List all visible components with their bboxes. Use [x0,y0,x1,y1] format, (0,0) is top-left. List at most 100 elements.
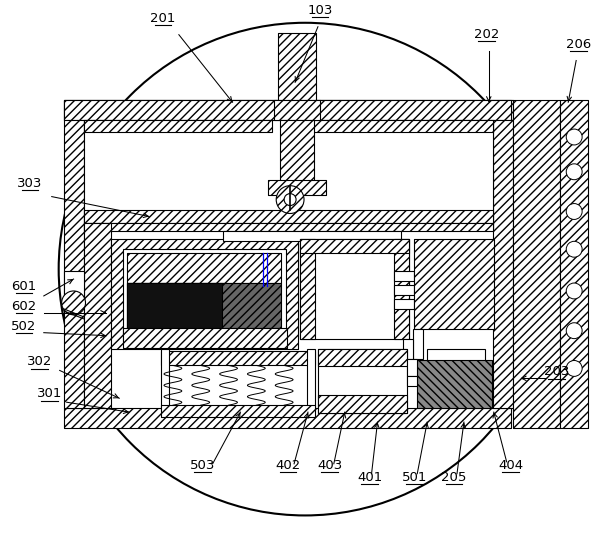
Bar [161,351,315,366]
Bar [274,100,320,120]
Bar [274,100,320,120]
Bar [417,361,492,408]
Bar [512,100,560,428]
Bar [413,329,423,359]
Bar [394,239,409,339]
Bar [123,327,287,347]
Bar [300,239,409,253]
Bar [318,395,407,413]
Bar [128,253,281,283]
Bar [128,283,227,327]
Bar [512,100,560,428]
Bar [427,348,485,378]
Bar [83,210,493,224]
Text: 403: 403 [317,459,343,472]
Circle shape [276,185,304,213]
Bar [83,224,493,232]
Bar [64,408,511,428]
Text: 201: 201 [150,12,176,25]
Bar [318,348,407,367]
Circle shape [284,193,296,205]
Text: 205: 205 [441,471,466,483]
Text: 302: 302 [27,355,53,368]
Bar [493,120,512,408]
Bar [64,100,511,120]
Bar [414,239,493,329]
Bar [318,348,407,413]
Bar [64,120,83,408]
Bar [112,239,298,348]
Text: 203: 203 [544,366,569,378]
Bar [64,100,512,120]
Bar [161,348,169,410]
Bar [123,327,287,347]
Bar [83,120,272,132]
Bar [268,180,326,195]
Bar [83,210,493,224]
Bar [307,348,315,410]
Bar [394,299,414,309]
Bar [310,120,493,132]
Circle shape [566,129,582,145]
Text: 103: 103 [307,4,333,17]
Bar [407,376,417,386]
Text: 404: 404 [498,459,523,472]
Bar [407,359,417,376]
Bar [394,239,409,339]
Text: 501: 501 [402,471,427,483]
Circle shape [566,204,582,219]
Bar [300,239,315,339]
Bar [64,408,511,428]
Bar [123,249,286,340]
Bar [394,285,414,295]
Bar [300,239,409,253]
Bar [83,120,272,132]
Bar [83,224,112,408]
Bar [83,224,493,232]
Bar [161,351,315,366]
Bar [161,405,315,417]
Bar [128,253,281,283]
Bar [64,100,512,120]
Bar [403,339,413,359]
Bar [318,348,407,367]
Text: 401: 401 [357,471,382,483]
Text: 202: 202 [474,28,500,41]
Bar [394,271,414,281]
Bar [64,100,512,120]
Circle shape [566,164,582,180]
Bar [64,100,511,120]
Bar [64,271,83,306]
Bar [112,239,298,348]
Text: 602: 602 [11,300,37,313]
Text: 502: 502 [11,319,37,333]
Bar [560,100,588,428]
Bar [493,120,512,408]
Bar [278,33,316,100]
Bar [223,232,402,241]
Bar [128,283,281,327]
Text: 402: 402 [275,459,301,472]
Bar [300,239,409,339]
Text: 303: 303 [17,177,42,190]
Circle shape [566,283,582,299]
Bar [278,33,316,100]
Bar [310,120,493,132]
Text: 503: 503 [190,459,215,472]
Circle shape [62,291,85,315]
Bar [268,180,326,195]
Bar [83,224,112,408]
Bar [64,100,512,120]
Text: 601: 601 [11,280,37,293]
Bar [300,239,315,339]
Bar [417,361,492,408]
Bar [280,120,314,182]
Bar [83,120,493,229]
Bar [318,395,407,413]
Bar [128,283,221,327]
Bar [414,239,493,329]
Circle shape [566,361,582,376]
Bar [64,120,83,408]
Text: 206: 206 [566,38,591,50]
Bar [560,100,588,428]
